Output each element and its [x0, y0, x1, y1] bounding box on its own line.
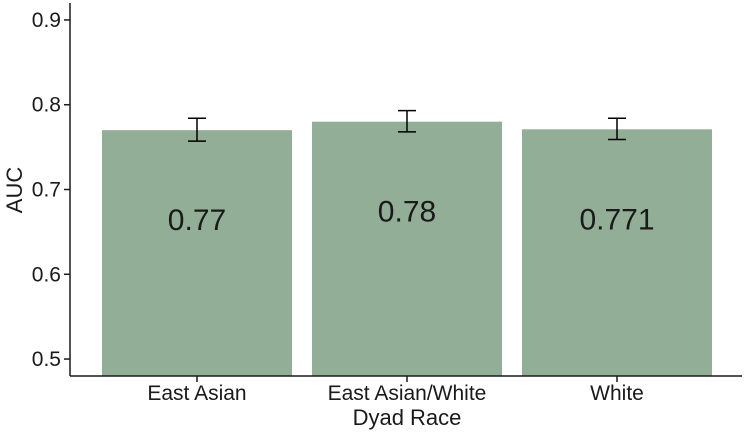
error-bars-layer [188, 109, 626, 142]
error-bar-2 [608, 117, 626, 141]
error-bar-0 [188, 117, 206, 142]
bar-0 [102, 130, 292, 376]
x-tick-label-0: East Asian [147, 382, 246, 405]
y-tick-label-2: 0.7 [32, 179, 61, 202]
bar-1 [312, 121, 502, 376]
bars-layer [102, 121, 712, 376]
y-tick-label-3: 0.8 [32, 94, 61, 117]
error-bar-1 [398, 109, 416, 133]
bar-value-label-2: 0.771 [579, 203, 654, 236]
bar-value-label-1: 0.78 [378, 196, 436, 229]
bar-value-labels-layer: 0.77 0.78 0.771 [168, 196, 655, 237]
y-tick-label-4: 0.9 [32, 9, 61, 32]
bar-value-label-0: 0.77 [168, 204, 226, 237]
y-axis: 0.5 0.6 0.7 0.8 0.9 [32, 3, 71, 376]
y-tick-label-0: 0.5 [32, 348, 61, 371]
y-tick-label-1: 0.6 [32, 263, 61, 286]
bar-2 [522, 129, 712, 376]
x-axis: East Asian East Asian/White White [70, 375, 742, 405]
y-axis-title: AUC [2, 167, 27, 214]
x-axis-title: Dyad Race [353, 405, 462, 430]
x-tick-label-1: East Asian/White [328, 382, 487, 405]
x-tick-label-2: White [590, 382, 644, 405]
